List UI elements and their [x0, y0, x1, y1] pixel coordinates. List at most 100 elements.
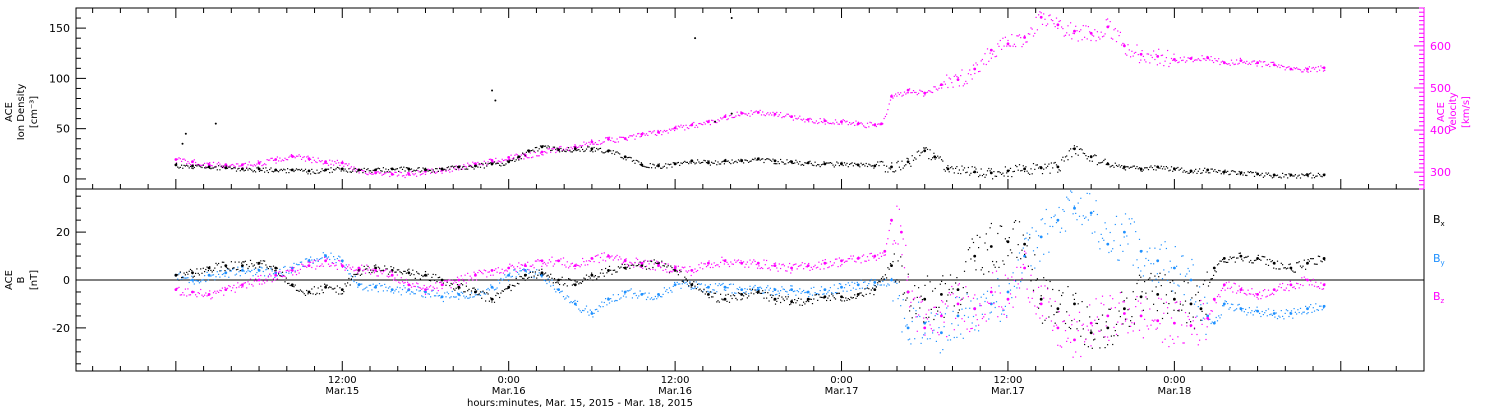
velocity-series-sample	[772, 111, 774, 113]
velocity-series-sample	[703, 121, 705, 124]
by-series-sample	[321, 257, 323, 259]
density-outlier	[214, 122, 217, 125]
bz-series-sample	[818, 261, 820, 263]
bz-series-sample	[322, 265, 324, 267]
bx-series-sample	[645, 268, 648, 270]
by-series-sample	[330, 252, 332, 254]
bz-series-sample	[1299, 284, 1302, 286]
bz-series-sample	[836, 258, 838, 260]
bz-series-sample	[1321, 288, 1323, 290]
bz-series-sample	[1112, 298, 1114, 300]
by-series-sample	[877, 284, 879, 286]
by-series-sample	[668, 287, 671, 289]
velocity-series-sample	[863, 125, 865, 127]
velocity-series-sample	[1265, 64, 1267, 66]
bz-series-sample	[953, 329, 955, 331]
bz-series-sample	[1159, 323, 1161, 325]
density-series-sample	[920, 152, 922, 154]
bz-series-sample	[1201, 323, 1203, 325]
bx-series-sample	[697, 283, 699, 285]
velocity-series-sample	[1078, 30, 1081, 33]
velocity-series-sample	[416, 175, 418, 177]
velocity-series-sample	[514, 154, 516, 156]
by-series-sample	[238, 271, 240, 273]
velocity-series-sample	[872, 124, 874, 126]
bz-series-sample	[930, 328, 932, 330]
velocity-series-sample	[1307, 71, 1309, 73]
bz-series-sample	[248, 283, 250, 285]
by-series-sample	[1234, 309, 1236, 311]
bx-series-sample	[615, 271, 617, 273]
bx-series-sample	[565, 279, 567, 281]
bz-series-sample	[983, 316, 985, 318]
bx-series-sample	[1227, 261, 1229, 263]
velocity-series-sample	[1284, 69, 1286, 71]
bz-series-sample	[906, 279, 908, 281]
by-series-sample	[1038, 235, 1040, 237]
density-series-sample	[1186, 171, 1188, 173]
bz-series-sample	[1039, 317, 1041, 319]
velocity-series-sample	[1077, 40, 1079, 42]
bz-series-sample	[223, 294, 225, 296]
by-series-sample	[1131, 218, 1133, 220]
density-series-sample	[1261, 172, 1263, 174]
bx-series-sample	[976, 234, 978, 236]
by-series-sample	[697, 286, 699, 288]
by-series-sample	[1200, 304, 1202, 306]
density-series-sample	[384, 171, 386, 173]
density-series-sample	[1164, 168, 1166, 170]
by-series-sample	[1043, 253, 1045, 255]
by-series-sample	[1233, 310, 1235, 312]
bz-series-sample	[834, 258, 837, 260]
by-series-sample	[965, 307, 967, 309]
velocity-series-sample	[693, 121, 695, 124]
by-series-sample	[739, 286, 741, 288]
by-series-sample	[573, 301, 575, 303]
bx-series-sample	[854, 294, 856, 296]
by-series-sample	[898, 295, 900, 297]
bz-series-sample	[806, 266, 808, 268]
bz-series-sample	[261, 283, 263, 285]
bx-series-sample	[824, 295, 826, 297]
velocity-series-sample	[1158, 48, 1160, 50]
velocity-series-sample	[656, 134, 658, 136]
velocity-series-sample	[804, 121, 806, 123]
density-series-sample	[483, 167, 485, 169]
density-series-sample	[633, 159, 635, 162]
bx-series-sample	[230, 261, 232, 263]
velocity-series-sample	[1161, 54, 1164, 56]
velocity-series-sample	[571, 148, 573, 150]
bz-series-sample	[1103, 304, 1105, 306]
density-series-sample	[422, 167, 424, 169]
density-series-sample	[783, 163, 785, 165]
velocity-series-sample	[1174, 60, 1176, 62]
velocity-series-sample	[1136, 44, 1138, 46]
density-series-sample	[553, 146, 556, 148]
by-series-sample	[735, 292, 737, 294]
bx-series-sample	[951, 291, 953, 294]
bz-series-sample	[196, 296, 198, 298]
bz-series-point	[1089, 321, 1093, 325]
bx-series-sample	[343, 291, 345, 293]
bx-series-sample	[897, 260, 899, 262]
density-series-sample	[513, 158, 515, 160]
by-series-sample	[497, 279, 499, 281]
density-series-sample	[436, 168, 438, 170]
bx-series-sample	[515, 277, 517, 280]
density-series-sample	[447, 166, 450, 168]
bz-series-sample	[272, 278, 275, 280]
by-series-sample	[293, 262, 295, 264]
bx-series-sample	[1321, 261, 1323, 263]
bz-series-sample	[352, 266, 354, 268]
bz-series-point	[1256, 293, 1259, 296]
bz-series-sample	[874, 254, 876, 256]
bz-series-sample	[1313, 285, 1316, 287]
bx-series-sample	[863, 295, 865, 297]
bz-series-sample	[525, 265, 527, 267]
bx-series-sample	[497, 293, 499, 295]
velocity-series-sample	[1301, 71, 1303, 73]
density-series	[174, 145, 1326, 180]
velocity-series-sample	[1247, 63, 1249, 65]
velocity-series-point	[1123, 44, 1126, 48]
velocity-series-sample	[1001, 48, 1003, 50]
